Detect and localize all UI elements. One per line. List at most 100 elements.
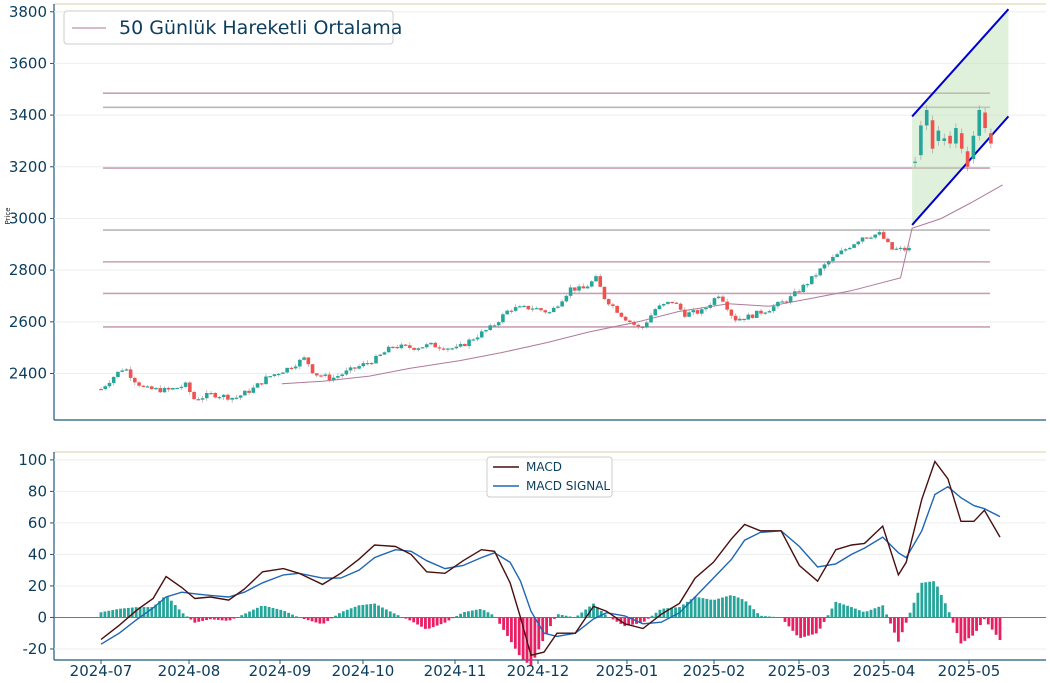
histogram-bar-positive (138, 607, 142, 618)
histogram-bar-negative (553, 617, 556, 619)
candle-up (907, 248, 911, 251)
candle-up (716, 296, 721, 299)
candlesticks (99, 105, 993, 403)
channel-fill (912, 9, 1009, 225)
histogram-bar-negative (205, 617, 208, 621)
price-y-tick-label: 3800 (9, 3, 47, 21)
candle-up (103, 386, 108, 390)
histogram-bar-positive (752, 609, 756, 618)
candle-up (712, 298, 717, 305)
histogram-bar-positive (388, 611, 392, 618)
macd-y-tick-label: 100 (18, 451, 47, 469)
candle-up (568, 287, 573, 296)
candle-up (704, 307, 708, 310)
candle-up (450, 348, 454, 350)
histogram-bar-negative (201, 617, 205, 621)
candle-up (179, 386, 184, 389)
histogram-bar-negative (783, 617, 787, 622)
candle-down (128, 369, 133, 378)
candle-up (831, 256, 835, 262)
histogram-bar-negative (513, 617, 517, 649)
histogram-bar-positive (599, 610, 603, 618)
candle-up (484, 330, 488, 332)
candle-down (864, 237, 869, 239)
price-y-ticks: 2400 2600 2800 3000 3200 3400 3600 3800 (9, 3, 54, 382)
candle-down (636, 324, 641, 327)
histogram-bar-negative (627, 617, 631, 626)
histogram-bar-negative (224, 617, 228, 621)
candle-up (467, 339, 471, 347)
price-y-tick-label: 3600 (9, 54, 47, 72)
candle-down (403, 344, 408, 346)
candle-up (479, 331, 484, 338)
candle-up (534, 308, 539, 310)
histogram-bar-positive (377, 605, 380, 618)
histogram-bar-negative (228, 617, 232, 621)
histogram-bar-negative (322, 617, 326, 624)
candle-up (293, 366, 298, 369)
ma50-line (281, 184, 1003, 385)
macd-x-tick-label: 2024-08 (158, 662, 221, 680)
candle-up (475, 337, 480, 340)
histogram-bar-positive (338, 613, 341, 618)
histogram-bar-positive (463, 612, 466, 618)
candle-up (564, 295, 569, 302)
candle-up (272, 374, 277, 377)
candle-down (369, 363, 374, 365)
histogram-bar-negative (197, 617, 201, 622)
histogram-bar-positive (744, 601, 748, 618)
histogram-bar-negative (502, 617, 505, 630)
candle-down (581, 286, 586, 289)
histogram-bar-positive (99, 612, 103, 618)
histogram-bar-positive (760, 615, 763, 618)
histogram-bar-positive (357, 605, 361, 618)
candle-down (615, 305, 619, 313)
price-y-tick-label: 3000 (9, 209, 47, 227)
price-y-tick-label: 2400 (9, 364, 47, 382)
candle-up (513, 307, 518, 311)
candle-up (657, 305, 662, 310)
candle-up (818, 268, 823, 276)
histogram-bar-positive (701, 598, 705, 618)
candle-up (386, 346, 391, 353)
macd-x-tick-label: 2024-07 (70, 662, 133, 680)
candle-up (687, 312, 691, 317)
candle-up (869, 237, 873, 239)
candle-up (708, 304, 713, 308)
histogram-bar-positive (271, 607, 275, 618)
candle-down (306, 357, 311, 365)
candle-up (429, 342, 433, 345)
histogram-bar-positive (924, 582, 928, 618)
price-gridlines (54, 11, 1046, 374)
candle-up (175, 387, 179, 390)
histogram-bar-positive (685, 601, 689, 618)
histogram-bar-negative (963, 617, 967, 641)
candle-up (348, 367, 353, 371)
macd-signal-line (100, 485, 1001, 645)
candle-up (556, 306, 560, 308)
candle-up (124, 369, 129, 371)
histogram-bar-negative (810, 617, 814, 635)
histogram-bar-negative (994, 617, 998, 635)
candle-down (543, 310, 548, 313)
histogram-bar-positive (877, 606, 881, 618)
candle-down (509, 310, 514, 312)
candle-up (776, 301, 780, 307)
candle-up (111, 376, 116, 383)
candle-down (602, 286, 607, 300)
histogram-bar-positive (928, 581, 932, 618)
candle-up (653, 309, 658, 316)
histogram-bar-positive (654, 612, 658, 618)
histogram-bar-negative (549, 617, 552, 627)
histogram-bar-negative (533, 617, 537, 658)
candle-up (971, 135, 976, 160)
candle-down (247, 390, 251, 393)
candle-down (784, 301, 789, 303)
candle-down (433, 342, 438, 348)
histogram-bar-negative (967, 617, 971, 639)
candle-up (276, 373, 281, 376)
candle-up (374, 355, 378, 364)
candle-up (471, 339, 476, 341)
histogram-bar-positive (666, 608, 670, 618)
candle-up (839, 250, 844, 255)
